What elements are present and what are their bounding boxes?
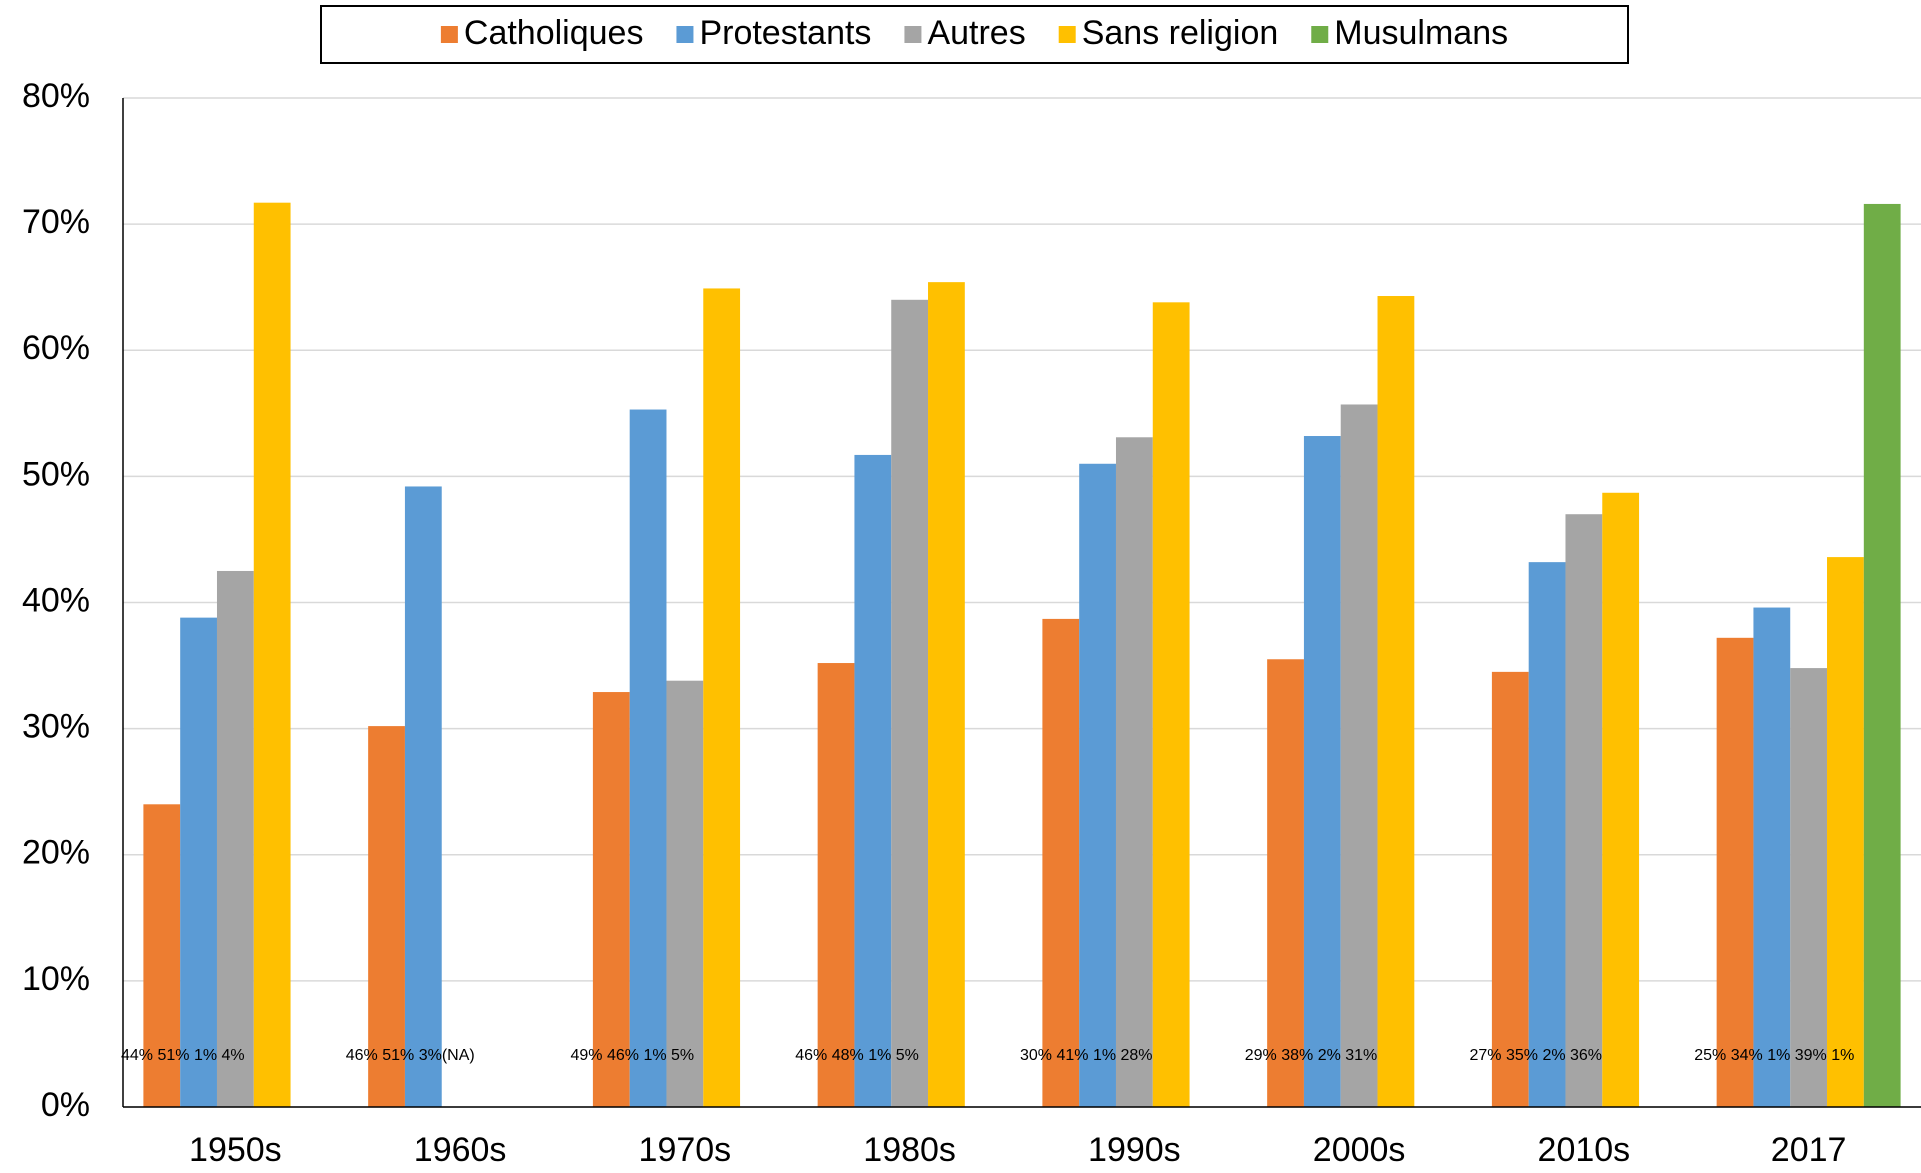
x-tick-label: 1990s <box>1088 1131 1181 1169</box>
bar <box>180 617 217 1107</box>
x-tick-label: 1960s <box>414 1131 507 1169</box>
x-tick-label: 1980s <box>863 1131 956 1169</box>
legend-label: Musulmans <box>1334 14 1508 52</box>
legend-label: Catholiques <box>464 14 644 52</box>
bar <box>928 282 965 1108</box>
x-tick-label: 2010s <box>1538 1131 1631 1169</box>
bar <box>1753 607 1791 1107</box>
y-tick-label: 20% <box>22 834 90 872</box>
bar <box>1303 436 1341 1107</box>
legend-swatch <box>676 26 694 43</box>
legend-swatch <box>1058 26 1076 43</box>
bar <box>1115 437 1153 1107</box>
bar <box>629 409 667 1107</box>
bar <box>1790 668 1828 1107</box>
bar <box>1377 296 1415 1107</box>
annotation: 46% 51% 3%(NA) <box>346 1047 475 1064</box>
x-tick-label: 2017 <box>1771 1131 1847 1169</box>
bar <box>1152 302 1190 1107</box>
bar <box>216 570 254 1107</box>
annotation: 29% 38% 2% 31% <box>1245 1047 1378 1064</box>
bar <box>592 692 630 1107</box>
bar <box>253 202 291 1108</box>
legend-box <box>320 5 1629 64</box>
bar <box>1827 557 1864 1107</box>
bar <box>1340 404 1378 1107</box>
annotation: 30% 41% 1% 28% <box>1020 1047 1153 1064</box>
bar <box>666 680 704 1107</box>
bar <box>1042 618 1080 1107</box>
y-tick-label: 50% <box>22 455 90 493</box>
bar <box>143 804 181 1107</box>
annotation: 25% 34% 1% 39% 1% <box>1694 1047 1854 1064</box>
bar <box>404 486 442 1108</box>
bar <box>817 663 855 1107</box>
legend-label: Protestants <box>699 14 871 52</box>
bar <box>1602 492 1640 1107</box>
x-tick-label: 2000s <box>1313 1131 1406 1169</box>
y-tick-label: 30% <box>22 708 90 746</box>
bar <box>1079 463 1116 1107</box>
annotation: 46% 48% 1% 5% <box>795 1047 919 1064</box>
x-tick-label: 1950s <box>189 1131 282 1169</box>
legend-swatch <box>1311 26 1329 43</box>
bar <box>891 299 929 1107</box>
y-tick-label: 40% <box>22 581 90 619</box>
legend-label: Autres <box>927 14 1025 52</box>
legend-swatch <box>904 26 922 43</box>
y-tick-label: 70% <box>22 203 90 241</box>
bar <box>1267 659 1304 1107</box>
legend-swatch <box>440 26 458 43</box>
bar <box>703 288 741 1108</box>
annotation: 49% 46% 1% 5% <box>571 1047 695 1064</box>
x-tick-label: 1970s <box>639 1131 732 1169</box>
bar <box>1528 562 1566 1107</box>
bar <box>1491 671 1529 1107</box>
annotation: 44% 51% 1% 4% <box>121 1047 245 1064</box>
bar <box>368 726 405 1107</box>
bar <box>1565 514 1603 1107</box>
y-tick-label: 10% <box>22 960 90 998</box>
y-tick-label: 80% <box>22 77 90 115</box>
bar <box>1716 637 1754 1107</box>
annotation: 27% 35% 2% 36% <box>1470 1047 1603 1064</box>
bar <box>1863 203 1901 1107</box>
y-tick-label: 0% <box>41 1086 90 1124</box>
legend-label: Sans religion <box>1082 14 1279 52</box>
y-tick-label: 60% <box>22 329 90 367</box>
bar <box>854 454 892 1108</box>
